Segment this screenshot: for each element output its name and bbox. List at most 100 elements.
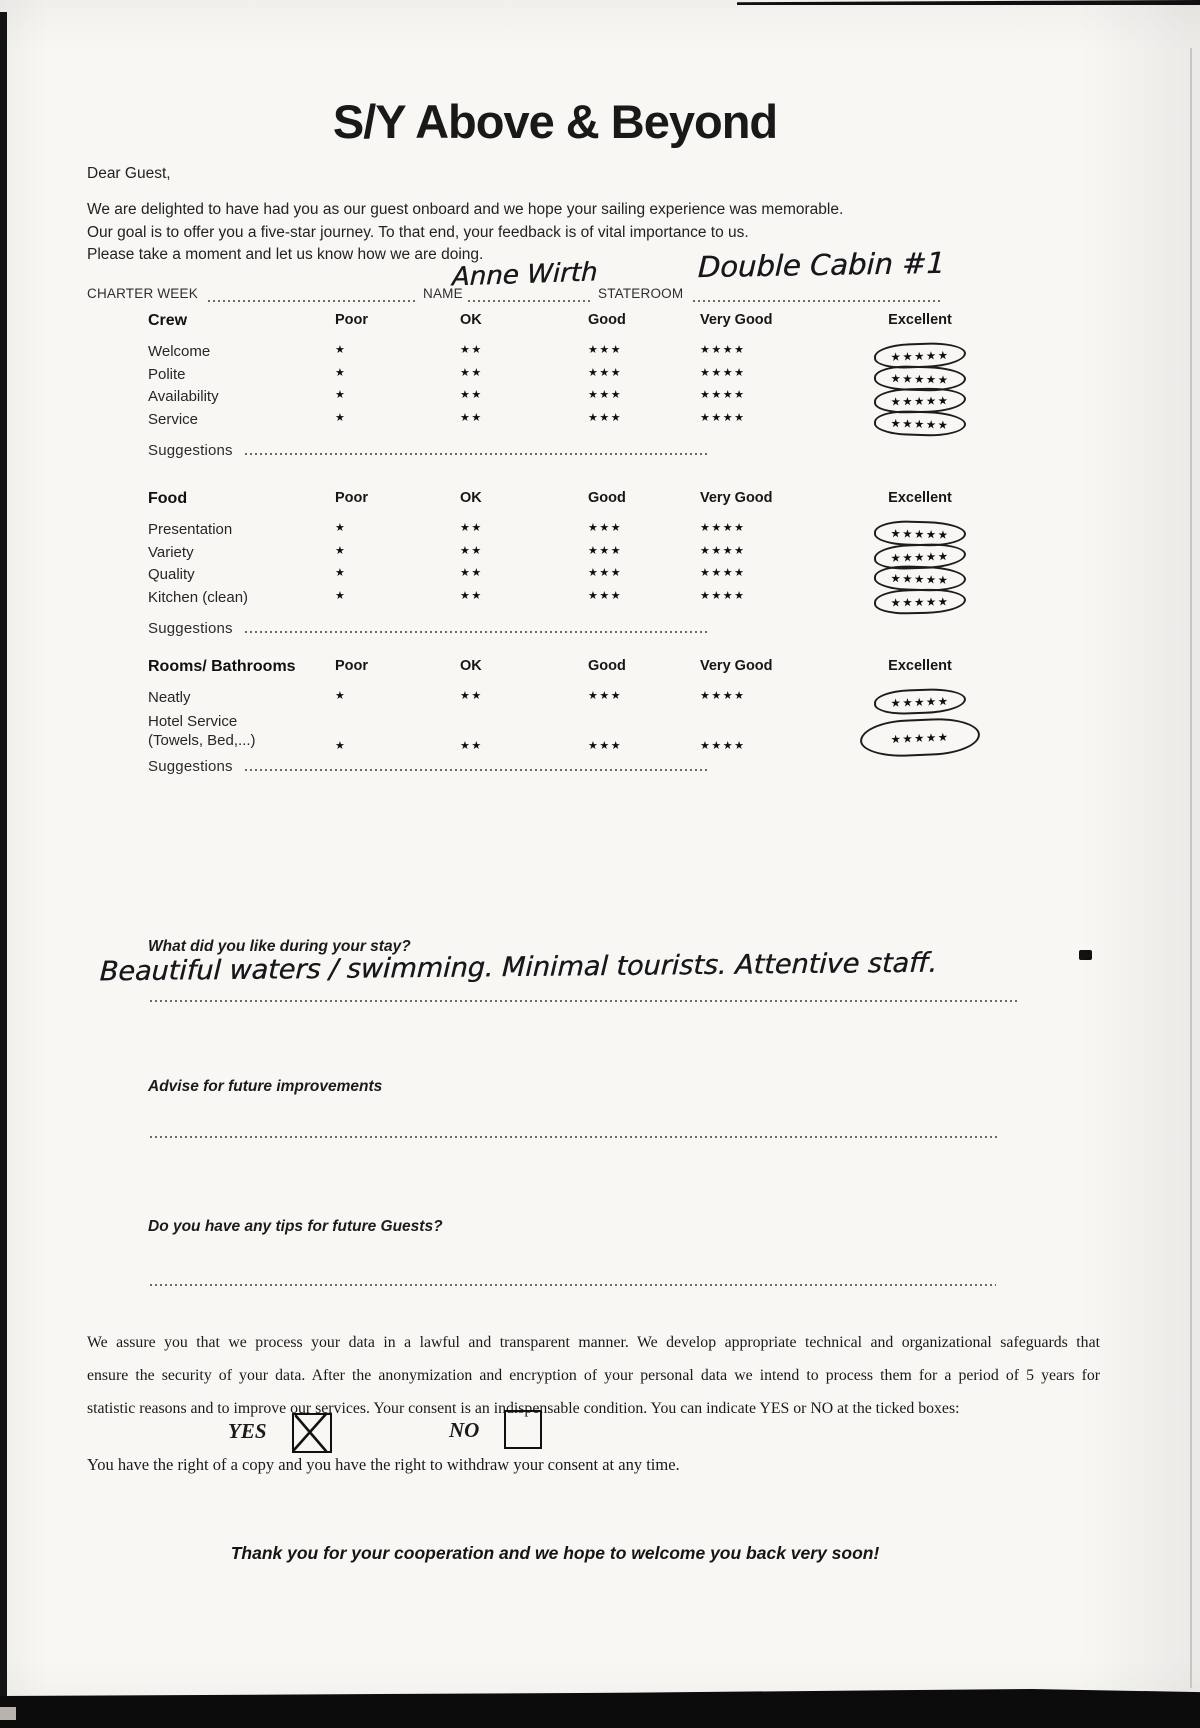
scan-edge-left [0, 12, 7, 1728]
column-header: Excellent [888, 312, 952, 328]
suggestions-line [244, 769, 708, 771]
tips-answer-line [150, 1284, 996, 1286]
suggestions-label: Suggestions [148, 442, 233, 459]
column-header: Poor [335, 490, 369, 506]
star-rating: ★★ [460, 389, 483, 402]
section-title: Rooms/ Bathrooms [148, 658, 296, 675]
consent-paragraph-line: We assure you that we process your data … [87, 1334, 1100, 1351]
column-header: Poor [335, 658, 369, 674]
star-rating: ★★★ [588, 544, 623, 557]
column-header: Very Good [700, 658, 773, 674]
rating-section-crew: Crew Poor OK Good Very Good Excellent We… [148, 312, 985, 438]
star-rating: ★★★★ [700, 344, 746, 356]
intro-line: Our goal is to offer you a five-star jou… [87, 223, 749, 241]
charter-week-line [208, 300, 418, 302]
star-rating: ★★ [460, 412, 483, 425]
row-label: Availability [148, 388, 219, 406]
star-rating: ★★★★ [700, 690, 746, 702]
scan-edge-bottom [0, 1689, 1200, 1728]
rating-section-food: Food Poor OK Good Very Good Excellent Pr… [148, 490, 985, 616]
scan-edge-top [737, 0, 1200, 5]
yes-checkbox [292, 1412, 332, 1453]
column-header: OK [460, 490, 482, 506]
row-label: Quality [148, 566, 195, 584]
star-rating: ★ [335, 544, 347, 557]
star-rating: ★ [335, 690, 347, 702]
star-rating: ★★★★ [700, 544, 746, 557]
star-rating: ★ [335, 389, 347, 402]
star-rating: ★★★★ [700, 567, 746, 580]
suggestions-crew: Suggestions [148, 442, 708, 459]
greeting: Dear Guest, [87, 165, 171, 182]
suggestions-label: Suggestions [148, 620, 233, 637]
star-rating: ★★★ [588, 412, 623, 425]
closing-note: Thank you for your cooperation and we ho… [230, 1543, 880, 1563]
star-rating: ★★★★ [700, 590, 746, 603]
circled-star-rating: ★★★★★ [873, 409, 967, 438]
star-rating: ★★ [460, 690, 483, 702]
intro-line: Please take a moment and let us know how… [87, 246, 484, 263]
no-checkbox [504, 1410, 542, 1449]
star-rating: ★★ [460, 544, 483, 557]
star-rating: ★★ [460, 366, 483, 379]
star-rating: ★ [335, 412, 347, 425]
intro-paragraph: We are delighted to have had you as our … [87, 199, 1047, 267]
row-label: Hotel Service (Towels, Bed,...) [148, 713, 256, 749]
row-label: Kitchen (clean) [148, 589, 249, 607]
row-label: Service [148, 411, 199, 429]
paper-edge [1190, 48, 1192, 1688]
rights-note: You have the right of a copy and you hav… [87, 1455, 680, 1474]
name-label: NAME [423, 286, 463, 301]
section-title: Food [148, 490, 188, 507]
yes-label: YES [228, 1419, 267, 1443]
intro-line: We are delighted to have had you as our … [87, 201, 844, 218]
column-header: OK [460, 312, 482, 328]
star-rating: ★★★★ [700, 366, 746, 379]
star-rating: ★★ [460, 567, 483, 580]
column-header: Good [588, 658, 626, 674]
consent-paragraph-line: statistic reasons and to improve our ser… [87, 1400, 960, 1417]
circled-star-rating: ★★★★★ [873, 588, 967, 616]
star-rating: ★★★ [588, 567, 623, 580]
star-rating: ★ [335, 590, 347, 603]
consent-paragraph-line: ensure the security of your data. After … [87, 1367, 1100, 1384]
star-rating: ★★★ [588, 522, 623, 534]
star-rating: ★★★ [588, 740, 623, 752]
star-rating: ★★★★ [700, 389, 746, 402]
star-rating: ★★★★ [700, 740, 746, 752]
charter-week-label: CHARTER WEEK [87, 286, 198, 301]
star-rating: ★ [335, 522, 347, 534]
row-label: Variety [148, 543, 194, 561]
name-handwriting: Anne Wirth [451, 257, 598, 293]
row-label: Polite [148, 365, 186, 383]
row-label: Neatly [148, 689, 191, 706]
stateroom-handwriting: Double Cabin #1 [697, 245, 946, 285]
advise-answer-line [150, 1136, 998, 1138]
question-liked: What did you like during your stay? [148, 938, 411, 955]
star-rating: ★★★ [588, 590, 623, 603]
column-header: Good [588, 490, 626, 506]
star-rating: ★★★ [588, 344, 623, 356]
suggestions-food: Suggestions [148, 620, 708, 637]
stateroom-line [693, 300, 940, 302]
star-rating: ★★ [460, 344, 483, 356]
star-rating: ★★ [460, 740, 483, 752]
star-rating: ★★★★ [700, 522, 746, 534]
scan-corner-notch [0, 1707, 16, 1720]
row-label: Presentation [148, 521, 233, 538]
star-rating: ★ [335, 344, 347, 356]
section-title: Crew [148, 312, 188, 329]
column-header: Very Good [700, 490, 773, 506]
column-header: Excellent [888, 658, 952, 674]
scan-artifact-mark [1079, 950, 1092, 960]
star-rating: ★ [335, 567, 347, 580]
question-tips: Do you have any tips for future Guests? [148, 1218, 443, 1235]
column-header: Excellent [888, 490, 952, 506]
star-rating: ★ [335, 740, 347, 752]
suggestions-rooms: Suggestions [148, 758, 708, 775]
row-label: Welcome [148, 343, 211, 360]
circled-star-rating: ★★★★★ [859, 716, 981, 759]
column-header: Good [588, 312, 626, 328]
x-mark-icon [292, 1412, 328, 1453]
name-line [468, 300, 593, 302]
